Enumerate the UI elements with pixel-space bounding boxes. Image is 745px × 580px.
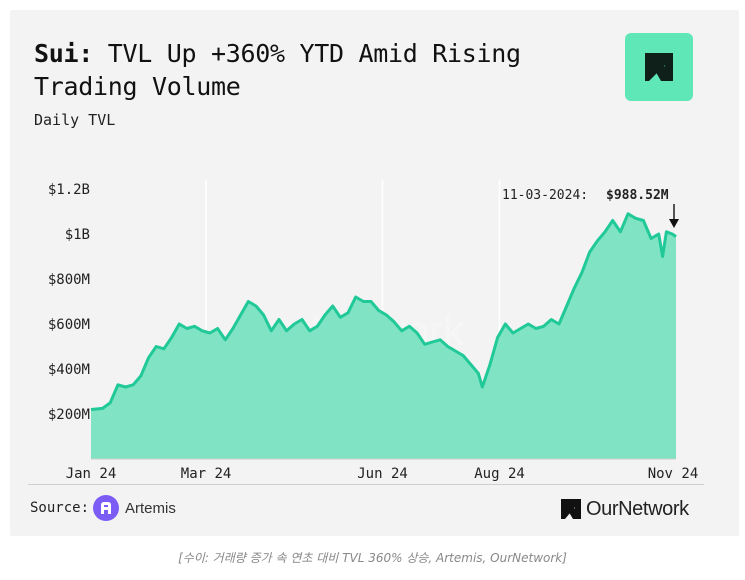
x-tick-label: Mar 24 bbox=[181, 466, 232, 482]
ournetwork-logo bbox=[625, 33, 693, 101]
y-tick-label: $1B bbox=[65, 227, 90, 243]
x-tick-label: Jun 24 bbox=[357, 466, 408, 482]
image-caption: [수이: 거래량 증가 속 연초 대비 TVL 360% 상승, Artemis… bbox=[178, 551, 567, 565]
annotation-value: $988.52M bbox=[606, 188, 669, 203]
y-tick-label: $1.2B bbox=[48, 182, 90, 198]
y-tick-label: $600M bbox=[48, 317, 90, 333]
source-name: Artemis bbox=[125, 499, 176, 517]
y-tick-label: $200M bbox=[48, 407, 90, 423]
x-tick-label: Nov 24 bbox=[648, 466, 699, 482]
y-axis-ticks: $200M $400M $600M $800M $1B $1.2B bbox=[48, 182, 90, 423]
brand: OurNetwork bbox=[560, 494, 689, 524]
ournetwork-logo-icon bbox=[645, 53, 673, 81]
artemis-icon bbox=[93, 495, 120, 521]
tvl-line bbox=[90, 212, 677, 411]
x-tick-label: Aug 24 bbox=[474, 466, 525, 482]
ournetwork-mark-icon bbox=[561, 499, 581, 519]
annotation-arrowhead bbox=[669, 219, 679, 228]
y-tick-label: $800M bbox=[48, 272, 90, 288]
source-label: Source: bbox=[30, 500, 90, 516]
title-rest: TVL Up +360% YTD Amid Rising Trading Vol… bbox=[34, 39, 521, 101]
chart-subtitle: Daily TVL bbox=[34, 111, 116, 129]
annotation: 11-03-2024: $988.52M bbox=[502, 188, 679, 228]
annotation-date: 11-03-2024: bbox=[502, 188, 588, 203]
x-tick-label: Jan 24 bbox=[66, 466, 117, 482]
source-attribution: Source: Artemis bbox=[30, 493, 176, 523]
tvl-area bbox=[91, 213, 676, 459]
y-tick-label: $400M bbox=[48, 362, 90, 378]
brand-name: OurNetwork bbox=[586, 497, 689, 520]
footer-divider bbox=[28, 484, 704, 485]
title-prefix: Sui: bbox=[34, 39, 94, 68]
x-axis-ticks: Jan 24 Mar 24 Jun 24 Aug 24 Nov 24 bbox=[66, 466, 699, 482]
chart-title: Sui: TVL Up +360% YTD Amid Rising Tradin… bbox=[34, 37, 594, 103]
